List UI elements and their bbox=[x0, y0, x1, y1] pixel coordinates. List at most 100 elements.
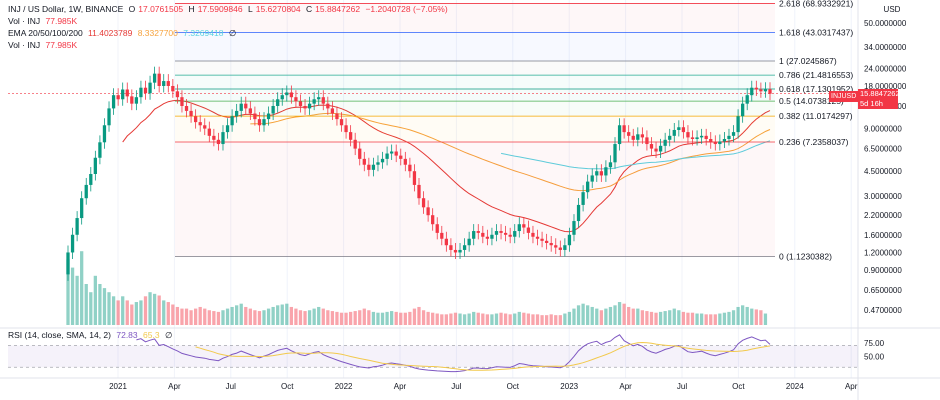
volume-bar bbox=[549, 314, 553, 325]
candle-body bbox=[143, 87, 148, 94]
volume-bar bbox=[681, 311, 686, 325]
volume-bar bbox=[481, 313, 485, 325]
volume-bar bbox=[608, 306, 613, 325]
volume-label[interactable]: Vol · INJ bbox=[8, 16, 41, 26]
time-axis[interactable]: 2021 Apr Jul Oct 2022 Apr Jul Oct 2023 Apr Jul Oct 2… bbox=[0, 377, 940, 391]
volume-bar bbox=[690, 312, 695, 325]
candle-body bbox=[171, 85, 175, 92]
high-label: H bbox=[188, 4, 195, 14]
volume-bar bbox=[449, 313, 453, 325]
rsi-extra-value: ∅ bbox=[164, 330, 173, 340]
volume-bar bbox=[380, 312, 385, 325]
candle-body bbox=[563, 245, 567, 250]
candle-body bbox=[654, 148, 658, 152]
ema20-value: 11.4023789 bbox=[88, 28, 133, 38]
fib-level-label: 2.618 (68.9332921) bbox=[779, 0, 853, 8]
symbol-price-tag: INJUSD bbox=[829, 91, 859, 102]
price-tick-label: 3.0000000 bbox=[864, 192, 902, 201]
candle-body bbox=[193, 116, 198, 123]
time-tick-label: Apr bbox=[619, 382, 632, 391]
candle-body bbox=[303, 105, 307, 109]
candle-body bbox=[244, 103, 248, 109]
last-price-value: 15.8847262 bbox=[860, 89, 900, 98]
candle-body bbox=[271, 105, 275, 114]
volume-bar bbox=[444, 314, 448, 325]
rsi-tick-label: 75.00 bbox=[864, 339, 885, 348]
volume-bar bbox=[513, 313, 517, 325]
volume-bar bbox=[166, 302, 170, 325]
volume-bar bbox=[303, 311, 307, 325]
price-axis[interactable]: USD 50.0000000 34.0000000 24.0000000 18.0000… bbox=[857, 0, 907, 400]
volume-bar bbox=[590, 306, 594, 325]
fib-band bbox=[175, 142, 775, 257]
ema100-line bbox=[501, 140, 771, 170]
volume-bar bbox=[663, 311, 667, 325]
candle-body bbox=[253, 113, 257, 120]
candle-body bbox=[595, 171, 599, 176]
rsi-label[interactable]: RSI (14, close, SMA, 14, 2) bbox=[8, 330, 111, 340]
volume-bar bbox=[658, 311, 663, 325]
volume-bar bbox=[376, 312, 380, 325]
candle-body bbox=[75, 218, 79, 235]
volume-bar bbox=[330, 311, 335, 325]
volume-bar bbox=[244, 306, 248, 325]
volume-label-2[interactable]: Vol · INJ bbox=[8, 40, 41, 50]
volume-bar bbox=[248, 308, 252, 325]
symbol-title[interactable]: INJ / US Dollar, 1W, BINANCE bbox=[8, 4, 124, 14]
candle-body bbox=[312, 99, 316, 104]
candle-body bbox=[307, 103, 312, 109]
candle-body bbox=[344, 125, 348, 133]
candle-body bbox=[718, 141, 722, 145]
price-tick-label: 2.2000000 bbox=[864, 211, 902, 220]
ema-label[interactable]: EMA 20/50/100/200 bbox=[8, 28, 83, 38]
volume-bar bbox=[431, 312, 435, 325]
candle-body bbox=[476, 231, 480, 233]
volume-bar bbox=[704, 314, 708, 325]
candle-body bbox=[604, 167, 608, 176]
volume-bar bbox=[171, 304, 175, 325]
volume-bar bbox=[458, 313, 462, 325]
candle-body bbox=[371, 164, 376, 170]
candle-body bbox=[558, 247, 562, 250]
candle-body bbox=[768, 89, 772, 94]
volume-bar bbox=[485, 314, 490, 325]
candle-body bbox=[472, 231, 476, 239]
candle-body bbox=[440, 232, 444, 239]
volume-bar bbox=[741, 305, 745, 325]
candle-body bbox=[540, 238, 544, 241]
candle-body bbox=[367, 164, 371, 170]
candle-body bbox=[152, 73, 157, 83]
volume-bar bbox=[517, 311, 521, 325]
candle-body bbox=[722, 138, 727, 142]
volume-bar bbox=[175, 306, 180, 325]
candle-body bbox=[390, 151, 394, 154]
volume-bar bbox=[271, 306, 275, 325]
volume-bar bbox=[148, 292, 152, 325]
candle-body bbox=[709, 138, 713, 143]
volume-bar bbox=[727, 311, 731, 325]
volume-bar bbox=[736, 306, 740, 325]
volume-bar bbox=[540, 315, 544, 325]
volume-bar bbox=[143, 296, 148, 325]
candle-body bbox=[111, 95, 116, 109]
volume-bar bbox=[476, 312, 480, 325]
candle-body bbox=[102, 125, 107, 143]
volume-bar bbox=[563, 313, 567, 325]
volume-bar bbox=[763, 313, 768, 325]
candle-body bbox=[280, 95, 284, 100]
grid-lines bbox=[117, 0, 852, 378]
candle-body bbox=[248, 108, 252, 114]
time-tick-label: Apr bbox=[845, 382, 858, 391]
volume-bar bbox=[645, 311, 649, 325]
change-value: −1.2040728 (−7.05%) bbox=[365, 4, 448, 14]
volume-bar bbox=[622, 303, 626, 325]
fibonacci-retracement[interactable]: 2.618 (68.9332921) 1.618 (43.0317437) 1 (2… bbox=[8, 0, 858, 262]
fib-level-label: 0.5 (14.0738125) bbox=[779, 96, 844, 106]
time-tick-label: Jul bbox=[677, 382, 687, 391]
volume-bar bbox=[225, 308, 230, 325]
candle-body bbox=[326, 103, 330, 109]
volume-bar bbox=[535, 314, 540, 325]
candle-body bbox=[203, 125, 207, 129]
